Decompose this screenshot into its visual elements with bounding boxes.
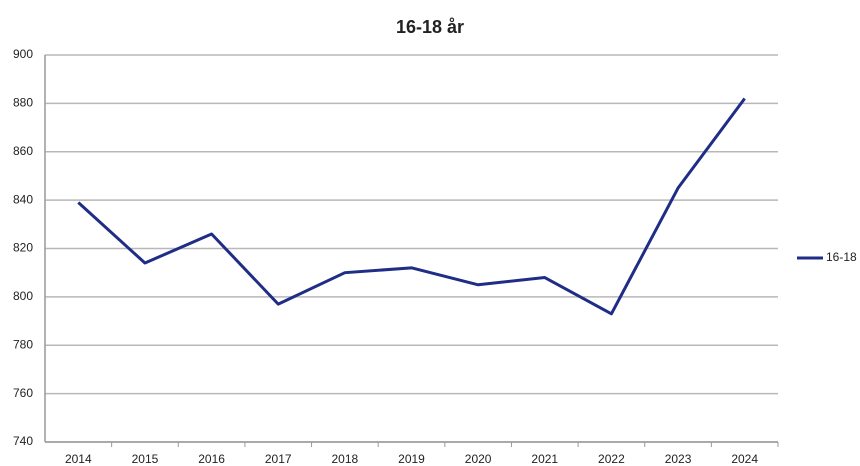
x-tick-label: 2022 [598,452,625,466]
y-tick-label: 800 [13,289,33,303]
y-tick-label: 860 [13,144,33,158]
y-tick-label: 760 [13,386,33,400]
y-tick-label: 900 [13,47,33,61]
x-tick-label: 2023 [665,452,692,466]
y-tick-label: 780 [13,337,33,351]
x-tick-label: 2016 [198,452,225,466]
data-line [77,97,746,316]
x-tick-label: 2021 [531,452,558,466]
chart-title: 16-18 år [396,17,464,37]
y-tick-label: 820 [13,241,33,255]
x-tick-label: 2019 [398,452,425,466]
x-tick-label: 2018 [332,452,359,466]
x-tick-label: 2024 [731,452,758,466]
x-tick-label: 2015 [132,452,159,466]
y-tick-label: 840 [13,192,33,206]
y-tick-label: 740 [13,434,33,448]
x-tick-label: 2014 [65,452,92,466]
x-tick-label: 2020 [465,452,492,466]
x-tick-label: 2017 [265,452,292,466]
y-tick-label: 880 [13,96,33,110]
legend-label: 16-18 [826,250,857,264]
